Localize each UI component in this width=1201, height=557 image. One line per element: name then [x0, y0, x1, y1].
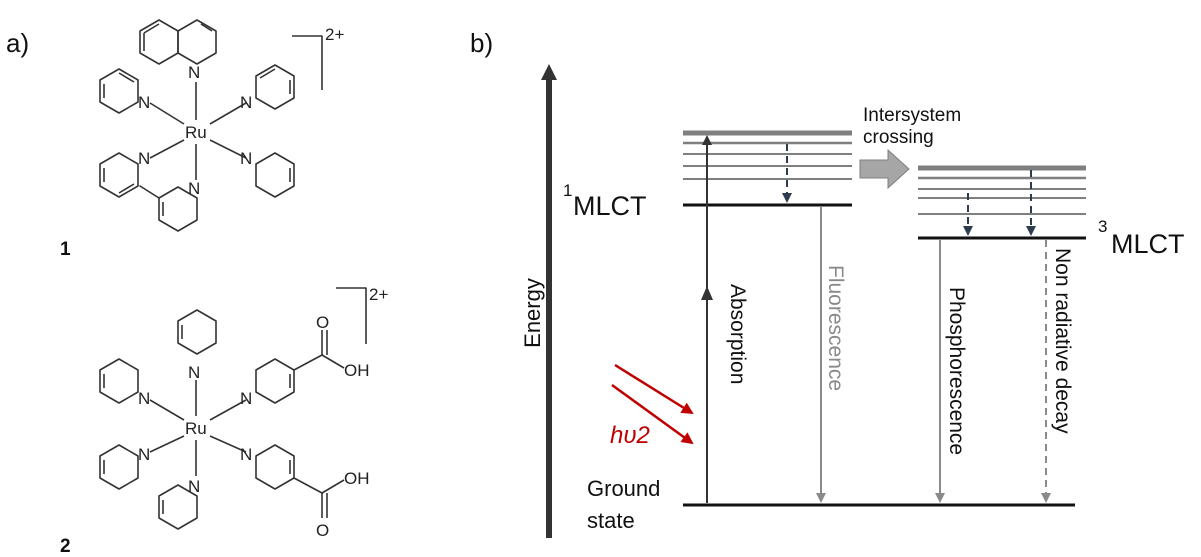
triplet-vibrational-levels — [918, 165, 1086, 215]
nitrogen-atom: N — [138, 389, 150, 408]
hydroxyl-group: OH — [344, 469, 370, 488]
pyridine-ring — [255, 358, 295, 404]
pyridine-ring — [99, 152, 139, 198]
triplet-superscript: 3 — [1098, 217, 1107, 236]
nitrogen-atom: N — [188, 179, 200, 198]
nitrogen-atom: N — [138, 445, 150, 464]
pyridine-ring — [255, 152, 295, 198]
pyridine-ring — [99, 358, 139, 404]
pyridine-ring — [255, 444, 295, 490]
nitrogen-atom: N — [240, 93, 252, 112]
absorption-label: Absorption — [726, 284, 749, 384]
triplet-mlct-label: MLCT — [1111, 229, 1185, 259]
pyridine-ring — [139, 185, 160, 199]
nitrogen-atom: N — [240, 389, 252, 408]
phosphorescence-label: Phosphorescence — [945, 287, 968, 455]
nitrogen-atom: N — [188, 363, 200, 382]
complex-2-structure — [99, 287, 367, 530]
singlet-superscript: 1 — [563, 181, 572, 200]
pyridine-ring — [177, 19, 217, 65]
pyridine-ring — [139, 19, 179, 65]
intersystem-crossing-label-line1: Intersystem — [863, 105, 961, 126]
complex-2-charge: 2+ — [369, 285, 388, 304]
nitrogen-atom: N — [138, 149, 150, 168]
oxygen-atom: O — [316, 313, 329, 332]
complex-1-structure — [99, 19, 323, 232]
complex-1-charge: 2+ — [325, 25, 344, 44]
photon-arrow — [614, 363, 694, 415]
metal-atom: Ru — [185, 419, 207, 438]
absorption-arrow-mid-head — [701, 286, 713, 300]
pyridine-ring — [255, 64, 295, 110]
panel-a-label: a) — [6, 28, 29, 58]
nitrogen-atom: N — [188, 63, 200, 82]
complex-2-number: 2 — [60, 536, 71, 557]
metal-atom: Ru — [185, 123, 207, 142]
nitrogen-atom: N — [138, 93, 150, 112]
intersystem-crossing-label-line2: crossing — [863, 127, 934, 148]
hydroxyl-group: OH — [344, 361, 370, 380]
fluorescence-label: Fluorescence — [824, 265, 847, 391]
nitrogen-atom: N — [240, 445, 252, 464]
ground-state-label-line1: Ground — [587, 476, 660, 501]
intersystem-crossing-arrow — [859, 148, 910, 190]
nitrogen-atom: N — [240, 149, 252, 168]
energy-axis-label: Energy — [520, 278, 545, 348]
oxygen-atom: O — [316, 521, 329, 540]
panel-b-label: b) — [470, 28, 493, 58]
pyridine-ring — [99, 68, 139, 114]
ground-state-label-line2: state — [587, 508, 635, 533]
pyridine-ring — [177, 309, 217, 355]
non-radiative-decay-label: Non radiative decay — [1051, 248, 1074, 434]
pyridine-ring — [158, 186, 198, 232]
singlet-vibrational-levels — [683, 130, 852, 180]
photon-arrow — [611, 383, 694, 445]
nitrogen-atom: N — [188, 477, 200, 496]
pyridine-ring — [158, 484, 198, 530]
photon-label: hυ2 — [610, 422, 650, 449]
complex-1-number: 1 — [60, 239, 71, 260]
singlet-mlct-label: MLCT — [573, 191, 647, 221]
pyridine-ring — [99, 444, 139, 490]
